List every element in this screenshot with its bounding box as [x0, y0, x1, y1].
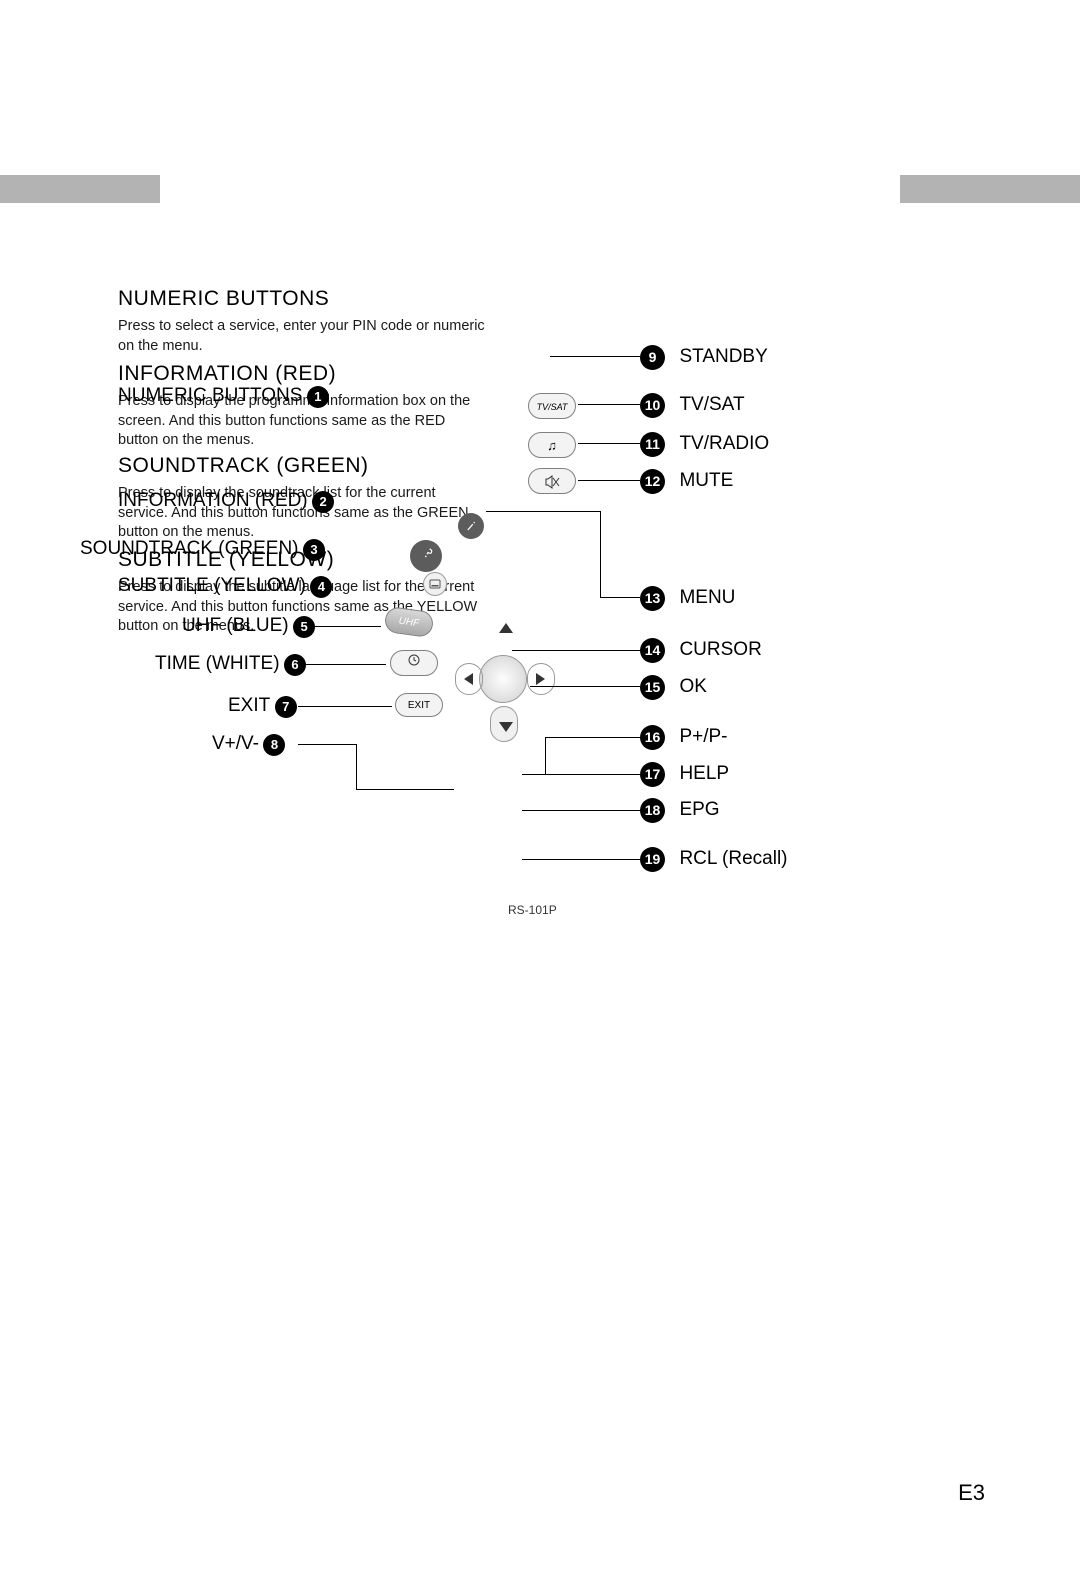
right-tag-label: HELP: [679, 763, 729, 784]
right-tag-label: P+/P-: [679, 726, 727, 747]
mute-icon: [528, 468, 576, 494]
left-tag-label: UHF (BLUE): [182, 615, 289, 636]
right-tag-label: CURSOR: [679, 639, 761, 660]
right-tag-label: MUTE: [679, 470, 733, 491]
leader-line: [356, 789, 454, 790]
right-tag-label: TV/RADIO: [679, 433, 769, 454]
number-badge: 3: [303, 539, 325, 561]
number-badge: 17: [640, 762, 665, 787]
number-badge: 13: [640, 586, 665, 611]
leader-line: [522, 774, 640, 775]
right-tag: 11 TV/RADIO: [640, 432, 769, 457]
left-tag: NUMERIC BUTTONS 1: [118, 385, 329, 408]
left-tag: TIME (WHITE) 6: [155, 653, 306, 676]
right-tag-label: OK: [679, 676, 706, 697]
number-badge: 8: [263, 734, 285, 756]
music-icon: ♫: [528, 432, 576, 458]
number-badge: 16: [640, 725, 665, 750]
number-badge: 9: [640, 345, 665, 370]
cursor-left-icon: [464, 673, 473, 685]
leader-line: [578, 443, 640, 444]
page-number: E3: [958, 1480, 985, 1506]
right-tag: 10 TV/SAT: [640, 393, 745, 418]
leader-line: [545, 737, 546, 775]
leader-line: [313, 626, 381, 627]
leader-line: [522, 810, 640, 811]
number-badge: 10: [640, 393, 665, 418]
exit-button: EXIT: [395, 693, 443, 717]
section-numeric: NUMERIC BUTTONS Press to select a servic…: [118, 287, 488, 356]
header-bar-right: [900, 175, 1080, 203]
right-tag: 17 HELP: [640, 762, 729, 787]
leader-line: [545, 737, 640, 738]
number-badge: 15: [640, 675, 665, 700]
number-badge: 12: [640, 469, 665, 494]
leader-line: [600, 511, 601, 598]
cursor-right-icon: [536, 673, 545, 685]
left-tag-label: EXIT: [228, 695, 270, 716]
left-tag-label: V+/V-: [212, 733, 259, 754]
number-badge: 4: [310, 576, 332, 598]
ok-button: [479, 655, 527, 703]
left-tag: INFORMATION (RED) 2: [118, 490, 334, 513]
subtitle-button: [423, 572, 447, 596]
left-tag: SOUNDTRACK (GREEN) 3: [80, 538, 325, 561]
left-tag-label: TIME (WHITE): [155, 653, 280, 674]
leader-line: [600, 597, 640, 598]
leader-line: [298, 744, 356, 745]
model-number: RS-101P: [508, 903, 557, 917]
leader-line: [530, 686, 640, 687]
number-badge: 7: [275, 696, 297, 718]
left-tag: V+/V- 8: [212, 733, 285, 756]
right-tag-label: MENU: [679, 587, 735, 608]
leader-line: [578, 480, 640, 481]
number-badge: 18: [640, 798, 665, 823]
left-tag-label: NUMERIC BUTTONS: [118, 385, 302, 406]
left-tag: UHF (BLUE) 5: [182, 615, 315, 638]
right-tag: 13 MENU: [640, 586, 735, 611]
header-bar-left: [0, 175, 160, 203]
number-badge: 11: [640, 432, 665, 457]
section-title: INFORMATION (RED): [118, 362, 488, 386]
leader-line: [298, 706, 392, 707]
leader-line: [512, 650, 640, 651]
right-tag: 18 EPG: [640, 798, 720, 823]
number-badge: 14: [640, 638, 665, 663]
right-tag: 16 P+/P-: [640, 725, 728, 750]
right-tag: 12 MUTE: [640, 469, 733, 494]
number-badge: 19: [640, 847, 665, 872]
leader-line: [550, 356, 640, 357]
right-tag: 19 RCL (Recall): [640, 847, 788, 872]
right-tag: 9 STANDBY: [640, 345, 768, 370]
leader-line: [486, 511, 601, 512]
number-badge: 1: [307, 386, 329, 408]
section-title: SOUNDTRACK (GREEN): [118, 454, 488, 478]
right-tag: 14 CURSOR: [640, 638, 762, 663]
right-tag-label: TV/SAT: [679, 394, 744, 415]
right-tag: 15 OK: [640, 675, 707, 700]
leader-line: [522, 859, 640, 860]
section-desc: Press to select a service, enter your PI…: [118, 317, 488, 356]
left-tag-label: SOUNDTRACK (GREEN): [80, 538, 299, 559]
tvsat-button: TV/SAT: [528, 393, 576, 419]
cursor-down-icon: [499, 722, 513, 732]
number-badge: 5: [293, 616, 315, 638]
leader-line: [356, 744, 357, 789]
leader-line: [578, 404, 640, 405]
left-tag: SUBTITLE (YELLOW) 4: [118, 575, 332, 598]
section-title: NUMERIC BUTTONS: [118, 287, 488, 311]
time-button: [390, 650, 438, 676]
right-tag-label: RCL (Recall): [679, 848, 787, 869]
left-tag-label: INFORMATION (RED): [118, 490, 308, 511]
number-badge: 2: [312, 491, 334, 513]
right-tag-label: EPG: [679, 799, 719, 820]
left-tag: EXIT 7: [228, 695, 297, 718]
left-tag-label: SUBTITLE (YELLOW): [118, 575, 306, 596]
right-tag-label: STANDBY: [679, 346, 767, 367]
page: NUMERIC BUTTONS Press to select a servic…: [0, 0, 1080, 1584]
leader-line: [298, 664, 386, 665]
cursor-up-icon: [499, 623, 513, 633]
